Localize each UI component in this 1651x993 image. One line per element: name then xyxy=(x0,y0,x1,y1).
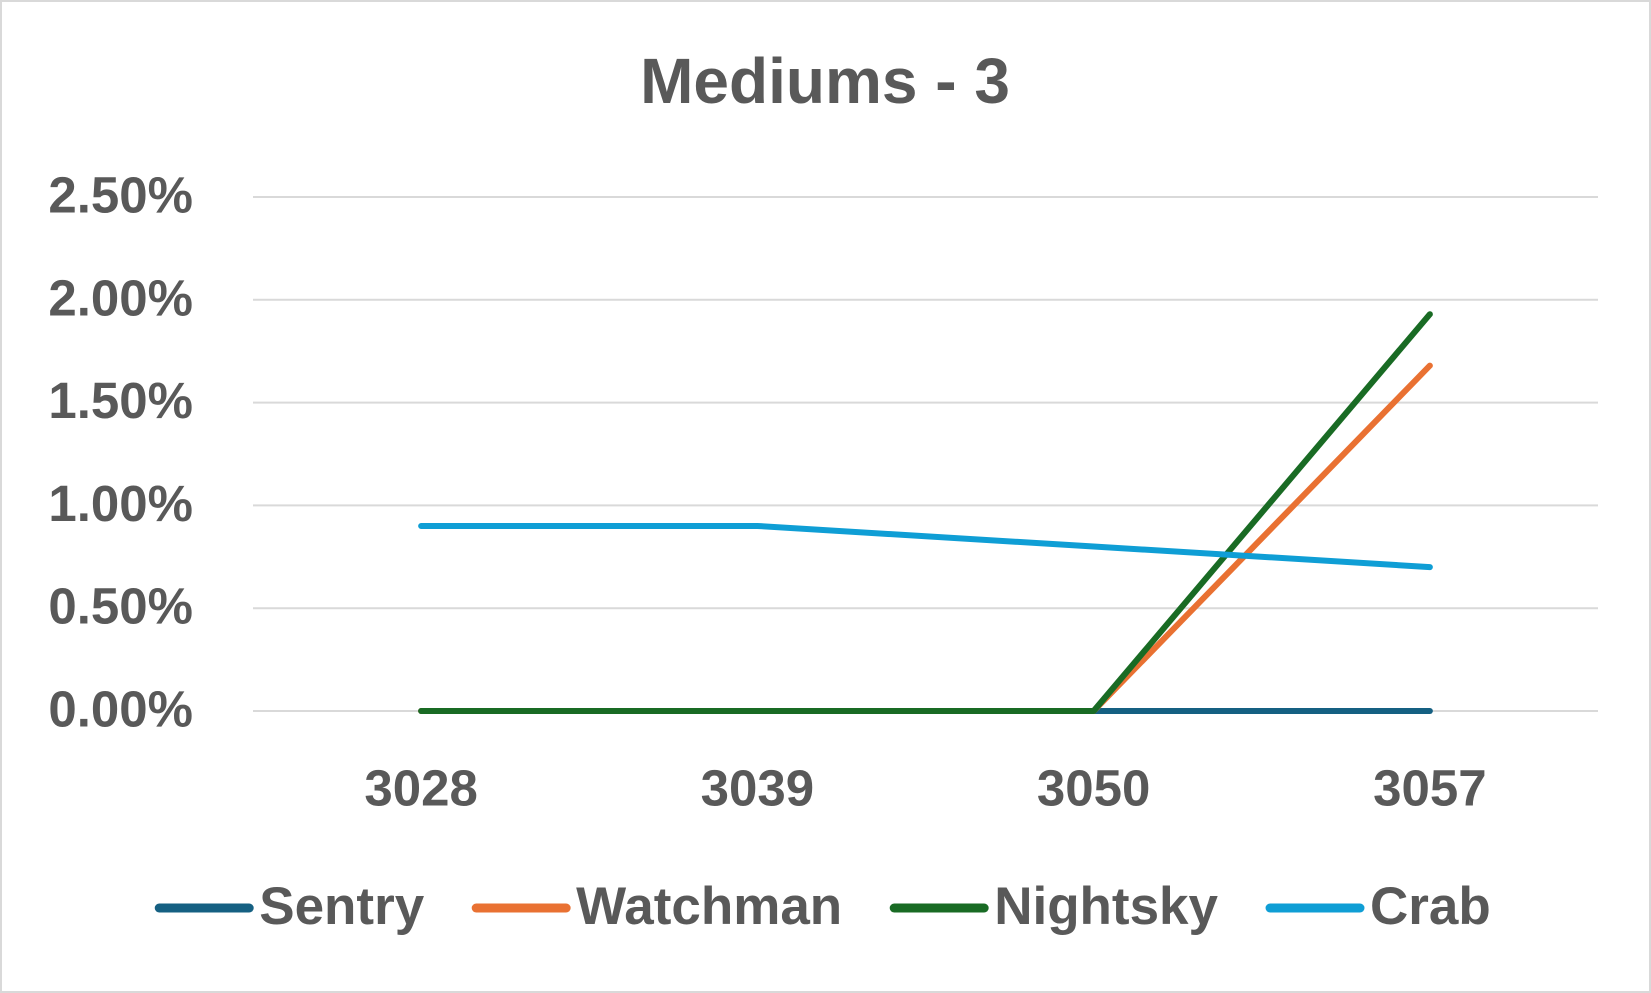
y-tick-label: 0.00% xyxy=(48,680,193,737)
x-tick-label: 3050 xyxy=(1037,759,1150,816)
legend-label: Nightsky xyxy=(994,877,1218,936)
series-line xyxy=(418,311,1433,714)
y-tick-label: 2.50% xyxy=(48,166,193,223)
x-tick-label: 3028 xyxy=(364,759,477,816)
y-tick-label: 1.50% xyxy=(48,372,193,429)
x-tick-label: 3057 xyxy=(1373,759,1486,816)
y-tick-label: 2.00% xyxy=(48,269,193,326)
x-tick-label: 3039 xyxy=(701,759,814,816)
legend-label: Sentry xyxy=(259,877,424,936)
series-line xyxy=(418,522,1433,571)
y-tick-label: 0.50% xyxy=(48,578,193,635)
chart-title: Mediums - 3 xyxy=(640,45,1010,117)
legend-label: Crab xyxy=(1370,877,1491,936)
legend-label: Watchman xyxy=(576,877,842,936)
y-tick-label: 1.00% xyxy=(48,475,193,532)
